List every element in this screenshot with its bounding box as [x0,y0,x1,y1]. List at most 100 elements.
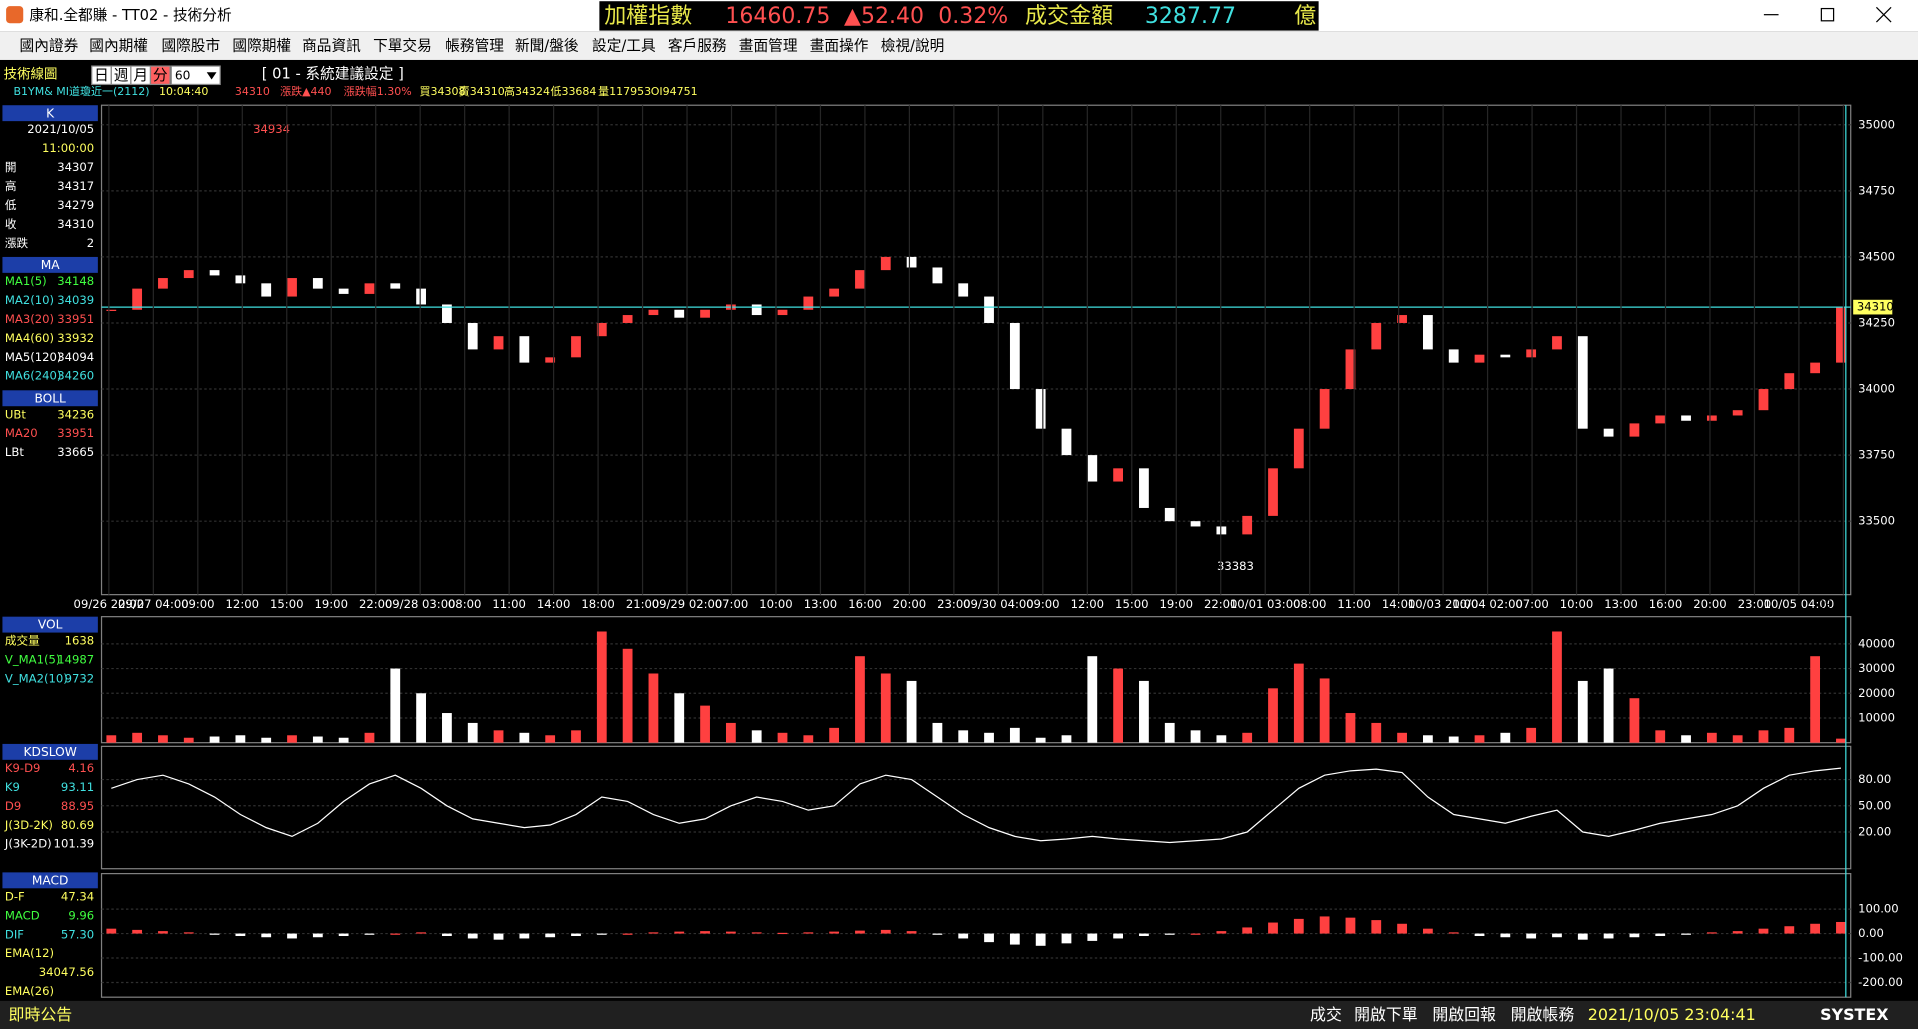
period-label: 週 [114,67,129,84]
macd-bar [1784,926,1795,934]
candle [751,304,762,316]
macd-bar [1345,917,1356,934]
status-announce[interactable]: 即時公告 [9,1005,73,1024]
panel-title: MACD [32,873,69,887]
row-value: 34236 [57,407,94,421]
volume-bar [571,730,581,743]
x-tick-label: 20:00 [893,597,926,611]
x-tick-label: 22:00 [1204,597,1237,611]
setting[interactable]: [ 01 - 系統建議設定 ] [262,65,404,83]
macd-bar [364,933,375,935]
x-tick-label: 10/04 02:00 [1452,597,1523,611]
candle [390,283,401,289]
quote-field: 高34324 [504,84,550,98]
period-button[interactable] [149,65,171,86]
ticker-index: 16460.75 [725,4,830,29]
status-button[interactable]: 開啟帳務 [1511,1005,1575,1024]
candle [312,278,323,289]
macd-bar [1113,933,1124,939]
menu-item[interactable]: 下單交易 [373,36,432,54]
volume-bar [1732,735,1743,743]
row-label: MA20 [5,426,38,440]
candle [1577,336,1588,429]
turnover-unit: 億 [1294,4,1316,29]
volume-bar [829,727,840,743]
volume-bar [158,735,168,743]
menu-item[interactable]: 畫面管理 [739,37,798,54]
volume-bar [751,730,762,743]
row-label: EMA(26) [5,984,54,998]
panel-header [2,743,98,760]
menu-item[interactable]: 帳務管理 [445,37,504,54]
menu-item[interactable]: 國際期權 [232,37,291,54]
x-tick-label: 16:00 [1649,597,1682,611]
quote-field: OI94751 [651,85,698,98]
row-value: 34310 [57,217,94,231]
volume-bar [1190,730,1201,743]
row-value: 34307 [57,160,94,174]
status-button[interactable]: 成交 [1310,1005,1342,1024]
x-tick-label: 15:00 [270,597,303,611]
row-value: 88.95 [61,799,94,813]
x-tick-label: 07:00 [1515,597,1548,611]
status-button[interactable]: 開啟下單 [1354,1005,1418,1024]
y-tick-label: 0.00 [1858,926,1884,940]
menu-item[interactable]: 新聞/盤後 [515,37,579,54]
macd-bar [183,932,194,934]
chart-panel [100,745,1852,870]
close-button[interactable] [1875,6,1892,23]
volume-bar [1216,735,1227,743]
x-tick-label: 12:00 [226,597,259,611]
row-label: MA6(240) [5,369,62,383]
row-label: MA5(120) [5,350,62,364]
x-tick-label: 09:00 [1026,597,1059,611]
menu-item[interactable]: 國內期權 [89,37,148,54]
menu-item[interactable]: 設定/工具 [592,37,656,54]
volume-bar [1345,713,1356,743]
x-tick-label: 09/26 22:00 [74,597,145,611]
y-tick-label: 34000 [1858,382,1895,396]
candle [1474,354,1485,363]
macd-bar [1836,921,1846,934]
candle [1810,362,1821,374]
menu-item[interactable]: 國內證券 [20,37,79,54]
macd-bar [958,933,969,939]
volume-bar [700,705,710,743]
macd-bar [1448,932,1459,934]
row-value: 33665 [57,445,94,459]
menu-item[interactable]: 國際股市 [161,37,220,54]
x-tick-label: 11:00 [492,597,525,611]
row-label: MA2(10) [5,293,54,307]
macd-bar [1422,928,1433,934]
restore-button[interactable] [1820,7,1835,22]
volume-bar [287,735,297,743]
menu-item[interactable]: 畫面操作 [810,37,869,54]
status-button[interactable]: 開啟回報 [1432,1005,1496,1024]
row-value: 11:00:00 [42,141,94,155]
candle [906,256,917,268]
menu-item[interactable]: 商品資訊 [302,37,361,54]
row-value: 33932 [57,331,94,345]
row-label: MA3(20) [5,312,54,326]
row-value: 34094 [57,350,94,364]
menu-item[interactable]: 客戶服務 [668,37,727,54]
x-tick-label: 23:00 [937,597,970,611]
candle [364,283,375,294]
macd-bar [932,933,943,935]
candle [855,270,865,289]
candle [674,309,685,318]
x-tick-label: 12:00 [1071,597,1104,611]
macd-bar [751,932,762,934]
x-tick-label: 10/05 04:00 [1764,597,1835,611]
interval-select[interactable] [170,65,221,86]
row-value: 4.16 [68,761,94,775]
x-tick-label: 13:00 [1604,597,1637,611]
y-tick-label: 34500 [1858,249,1895,263]
menu-item[interactable]: 檢視/說明 [881,37,945,54]
volume-bar [1035,737,1046,743]
panel-title: BOLL [34,391,66,405]
volume-bar [1500,732,1511,743]
x-tick-label: 07:00 [715,597,748,611]
y-tick-label: 30000 [1858,661,1895,675]
